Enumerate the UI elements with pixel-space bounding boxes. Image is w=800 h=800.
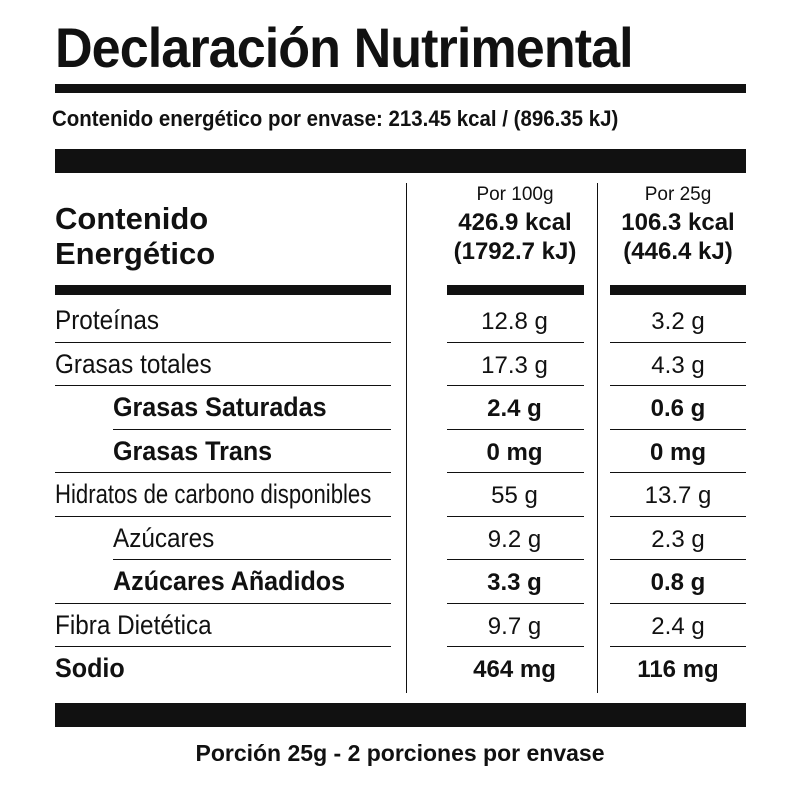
nutrient-name: Proteínas [55, 305, 160, 335]
header-bar-label [55, 285, 391, 295]
value-per25: 0 mg [649, 438, 706, 466]
label-title: Declaración Nutrimental [55, 16, 634, 79]
row-divider [447, 515, 584, 517]
row-divider [610, 341, 746, 343]
value-per100: 12.8 g [481, 308, 548, 335]
title-underline [55, 84, 746, 93]
nutrient-name: Azúcares Añadidos [113, 566, 346, 596]
row-divider [447, 559, 584, 560]
row-divider [113, 428, 391, 430]
column-header-per100: Por 100g 426.9 kcal (1792.7 kJ) [440, 182, 590, 266]
value-per100: 17.3 g [481, 351, 548, 379]
nutrient-row-grasas-totales: Grasas totales 17.3 g 4.3 g [55, 343, 746, 386]
nutrient-name: Fibra Dietética [55, 609, 212, 640]
row-divider [610, 602, 746, 604]
row-divider [55, 385, 391, 386]
row-divider [447, 428, 584, 430]
nutrient-row-fibra: Fibra Dietética 9.7 g 2.4 g [55, 604, 746, 647]
column-divider-1 [406, 183, 407, 693]
nutrient-name: Azúcares [113, 522, 215, 553]
row-divider [447, 385, 584, 386]
nutrient-name: Grasas Trans [113, 435, 273, 466]
value-per25: 4.3 g [651, 351, 705, 379]
row-divider [447, 646, 584, 647]
row-divider [610, 515, 746, 517]
nutrient-row-grasas-saturadas: Grasas Saturadas 2.4 g 0.6 g [55, 386, 746, 430]
nutrient-name: Sodio [55, 653, 125, 683]
nutrient-name: Grasas Saturadas [113, 392, 327, 422]
row-divider [55, 341, 391, 343]
per25-kj: (446.4 kJ) [623, 238, 733, 265]
energy-header-label: Contenido Energético [55, 201, 215, 271]
value-per100: 464 mg [473, 656, 556, 683]
header-bar-per25 [610, 285, 746, 295]
row-divider [55, 472, 391, 473]
nutrient-row-azucares: Azúcares 9.2 g 2.3 g [55, 517, 746, 560]
column-divider-2 [597, 183, 598, 693]
row-divider [610, 559, 746, 560]
value-per100: 0 mg [486, 438, 543, 466]
serving-info: Porción 25g - 2 porciones por envase [195, 740, 605, 766]
row-divider [55, 646, 391, 647]
nutrient-row-proteinas: Proteínas 12.8 g 3.2 g [55, 299, 746, 343]
per100-portion-label: Por 100g [476, 184, 554, 205]
value-per100: 55 g [491, 482, 538, 509]
row-divider [447, 341, 584, 343]
nutrient-name: Grasas totales [55, 348, 212, 379]
row-divider [447, 472, 584, 473]
value-per25: 3.2 g [651, 308, 705, 335]
per100-kj: (1792.7 kJ) [453, 238, 577, 265]
row-divider [55, 602, 391, 604]
nutrient-row-grasas-trans: Grasas Trans 0 mg 0 mg [55, 430, 746, 473]
row-divider [447, 602, 584, 604]
nutrient-row-azucares-anadidos: Azúcares Añadidos 3.3 g 0.8 g [55, 560, 746, 604]
row-divider [610, 385, 746, 386]
nutrient-row-hidratos: Hidratos de carbono disponibles 55 g 13.… [55, 473, 746, 517]
energy-header-line2: Energético [55, 236, 216, 271]
top-thick-bar [55, 149, 746, 173]
value-per25: 2.3 g [651, 525, 705, 553]
per25-portion-label: Por 25g [644, 184, 712, 205]
row-divider [55, 515, 391, 517]
column-header-per25: Por 25g 106.3 kcal (446.4 kJ) [604, 182, 752, 266]
bottom-thick-bar [55, 703, 746, 727]
row-divider [113, 559, 391, 560]
value-per25: 116 mg [637, 656, 719, 683]
value-per25: 13.7 g [644, 482, 712, 509]
nutrient-row-sodio: Sodio 464 mg 116 mg [55, 647, 746, 691]
per25-kcal: 106.3 kcal [621, 209, 735, 236]
value-per100: 9.7 g [487, 612, 542, 640]
value-per100: 3.3 g [487, 569, 542, 596]
header-bar-per100 [447, 285, 584, 295]
row-divider [610, 428, 746, 430]
nutrient-name: Hidratos de carbono disponibles [55, 479, 372, 509]
value-per100: 2.4 g [487, 395, 542, 422]
per100-kcal: 426.9 kcal [458, 209, 572, 236]
value-per25: 0.8 g [650, 569, 706, 596]
energy-header-line1: Contenido [55, 201, 209, 236]
value-per25: 0.6 g [650, 395, 706, 422]
row-divider [610, 472, 746, 473]
value-per100: 9.2 g [487, 525, 542, 553]
value-per25: 2.4 g [651, 612, 705, 640]
row-divider [610, 646, 746, 647]
energy-per-package: Contenido energético por envase: 213.45 … [52, 106, 619, 131]
